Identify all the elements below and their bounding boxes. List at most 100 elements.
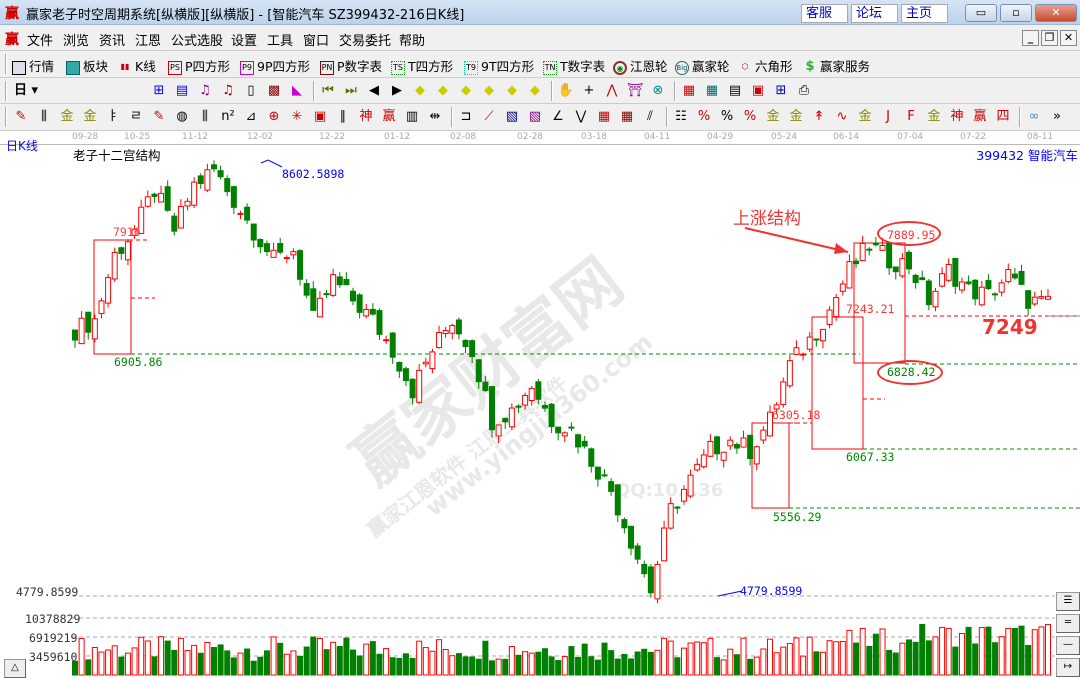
layout-1-line-button[interactable]: — [1056,636,1080,655]
pen2-icon[interactable]: ✎ [153,109,165,124]
quotes-button[interactable]: 行情 [12,56,54,75]
pct3-icon[interactable]: % [743,109,757,124]
customer-service-link[interactable]: 客服 [801,4,848,23]
period-select[interactable]: 日 ▾ [13,83,39,98]
kline-chart[interactable] [0,145,1080,676]
mdi-minimize-button[interactable]: _ [1022,30,1039,46]
table-icon[interactable]: ☷ [675,109,687,124]
hand-icon[interactable]: ✋ [557,83,575,98]
pct1-icon[interactable]: % [697,109,711,124]
temple-icon[interactable]: ⛩ [626,83,644,98]
wave9-icon[interactable]: ♫ [222,83,234,98]
parallel-icon[interactable]: ∥ [339,109,347,124]
winner-service-button[interactable]: $ 赢家服务 [803,56,870,75]
lines-icon[interactable]: ⫼ [41,109,47,124]
p-number-table-button[interactable]: PN P数字表 [320,56,382,75]
kline-button[interactable]: ▮▮ K线 [118,56,156,75]
minimize-button[interactable]: ▭ [965,4,997,22]
zoom-all-icon[interactable]: ◆ [530,83,540,98]
9p-square-button[interactable]: P9 9P四方形 [240,56,310,75]
v-icon[interactable]: ⋁ [575,109,587,124]
circle-icon[interactable]: ◍ [176,109,188,124]
line-icon[interactable]: ⋀ [606,83,618,98]
f-icon[interactable]: F [907,109,915,124]
gann-wheel-button[interactable]: ◉ 江恩轮 [613,56,668,75]
ruler-icon[interactable]: ▥ [405,109,419,124]
gold5-icon[interactable]: 金 [858,109,872,124]
god2-icon[interactable]: 神 [950,109,964,124]
winner-icon[interactable]: 赢 [382,109,396,124]
winner2-icon[interactable]: 赢 [973,109,987,124]
print-icon[interactable]: ⎙ [798,83,810,98]
gold6-icon[interactable]: 金 [927,109,941,124]
fib-icon[interactable]: ㅑ [107,109,119,124]
star-icon[interactable]: ✳ [291,109,303,124]
gold1-icon[interactable]: 金 [60,109,74,124]
menu-file[interactable]: 文件 [27,34,54,49]
scroll-button[interactable]: ↦ [1056,658,1080,677]
prev-icon[interactable]: ◀ [369,83,379,98]
grid2-icon[interactable]: ▦ [620,109,634,124]
menu-browse[interactable]: 浏览 [63,34,90,49]
bar-color-icon[interactable]: ◣ [292,83,302,98]
layout-2-lines-button[interactable]: ═ [1056,614,1080,633]
grid1-icon[interactable]: ▦ [597,109,611,124]
calculator-icon[interactable]: ▦ [705,83,719,98]
menu-trade[interactable]: 交易委托 [339,34,392,49]
close-button[interactable]: ✕ [1035,4,1077,22]
candle-type-icon[interactable]: ▯ [247,83,255,98]
pen-icon[interactable]: ✎ [15,109,27,124]
pattern-icon[interactable]: ▩ [267,83,281,98]
grid-icon[interactable]: ⫼ [202,109,208,124]
pct2-icon[interactable]: % [720,109,734,124]
9t-square-button[interactable]: T9 9T四方形 [464,56,534,75]
four-icon[interactable]: 四 [996,109,1010,124]
gold2-icon[interactable]: 金 [83,109,97,124]
collapse-volume-button[interactable]: △ [4,659,26,678]
zoom-in-icon[interactable]: ◆ [484,83,494,98]
box-fan-icon[interactable]: ▧ [528,109,542,124]
t-number-table-button[interactable]: TN T数字表 [543,56,605,75]
god-icon[interactable]: 神 [359,109,373,124]
menu-gann[interactable]: 江恩 [135,34,162,49]
menu-window[interactable]: 窗口 [303,34,330,49]
hexagon-button[interactable]: ⬡ 六角形 [738,56,793,75]
sectors-button[interactable]: 板块 [66,56,108,75]
wave3-icon[interactable]: ♫ [199,83,211,98]
square-fan-icon[interactable]: ▧ [505,109,519,124]
square-icon[interactable]: n² [221,109,235,124]
frame-icon[interactable]: ⊐ [460,109,472,124]
width-icon[interactable]: ⇹ [429,109,441,124]
fan-icon[interactable]: ⟋ [484,109,494,124]
homepage-link[interactable]: 主页 [901,4,948,23]
arrow-icon[interactable]: ↟ [813,109,825,124]
winner-wheel-button[interactable]: Big 赢家轮 [675,56,730,75]
save-icon[interactable]: ▣ [751,83,765,98]
more-icon[interactable]: » [1053,109,1061,124]
calendar-icon[interactable]: ▦ [682,83,696,98]
infinity-icon[interactable]: ∞ [1028,109,1040,124]
wave-icon[interactable]: ∿ [836,109,848,124]
target-icon[interactable]: ⊕ [268,109,280,124]
triangle-icon[interactable]: ⊿ [245,109,257,124]
report-icon[interactable]: ▤ [728,83,742,98]
zoom-h-icon[interactable]: ◆ [461,83,471,98]
t-square-button[interactable]: TS T四方形 [391,56,453,75]
angle-icon[interactable]: ∠ [552,109,564,124]
menu-settings[interactable]: 设置 [231,34,258,49]
network-icon[interactable]: ⊞ [775,83,787,98]
view-icon[interactable]: ⊞ [153,83,165,98]
mdi-close-button[interactable]: ✕ [1060,30,1077,46]
gold3-icon[interactable]: 金 [766,109,780,124]
last-icon[interactable]: ⏭ [345,83,357,98]
menu-info[interactable]: 资讯 [99,34,126,49]
crosshair-icon[interactable]: + [583,83,595,98]
menu-tools[interactable]: 工具 [267,34,294,49]
zoom-v-icon[interactable]: ◆ [507,83,517,98]
slant-icon[interactable]: ⫽ [647,109,653,124]
gold4-icon[interactable]: 金 [789,109,803,124]
move-left-icon[interactable]: ◆ [415,83,425,98]
menu-help[interactable]: 帮助 [399,34,426,49]
forum-link[interactable]: 论坛 [851,4,898,23]
wheel-icon[interactable]: ⊗ [652,83,664,98]
